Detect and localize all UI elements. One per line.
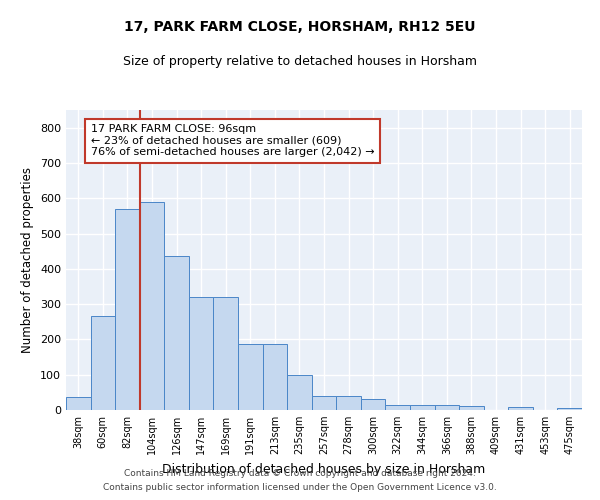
Bar: [459, 406, 484, 410]
Bar: [263, 344, 287, 410]
Bar: [164, 256, 189, 410]
Bar: [434, 406, 459, 410]
Y-axis label: Number of detached properties: Number of detached properties: [22, 167, 34, 353]
Text: Size of property relative to detached houses in Horsham: Size of property relative to detached ho…: [123, 55, 477, 68]
Text: Contains HM Land Registry data © Crown copyright and database right 2024.: Contains HM Land Registry data © Crown c…: [124, 468, 476, 477]
Text: 17, PARK FARM CLOSE, HORSHAM, RH12 5EU: 17, PARK FARM CLOSE, HORSHAM, RH12 5EU: [124, 20, 476, 34]
Text: Contains public sector information licensed under the Open Government Licence v3: Contains public sector information licen…: [103, 484, 497, 492]
Bar: [214, 297, 238, 410]
Bar: [336, 396, 361, 410]
Bar: [557, 408, 582, 410]
X-axis label: Distribution of detached houses by size in Horsham: Distribution of detached houses by size …: [163, 462, 485, 475]
Bar: [238, 344, 263, 410]
Bar: [410, 406, 434, 410]
Bar: [361, 400, 385, 410]
Bar: [385, 406, 410, 410]
Bar: [312, 396, 336, 410]
Bar: [508, 407, 533, 410]
Bar: [115, 209, 140, 410]
Bar: [287, 374, 312, 410]
Bar: [91, 316, 115, 410]
Bar: [66, 396, 91, 410]
Bar: [140, 202, 164, 410]
Text: 17 PARK FARM CLOSE: 96sqm
← 23% of detached houses are smaller (609)
76% of semi: 17 PARK FARM CLOSE: 96sqm ← 23% of detac…: [91, 124, 374, 158]
Bar: [189, 297, 214, 410]
